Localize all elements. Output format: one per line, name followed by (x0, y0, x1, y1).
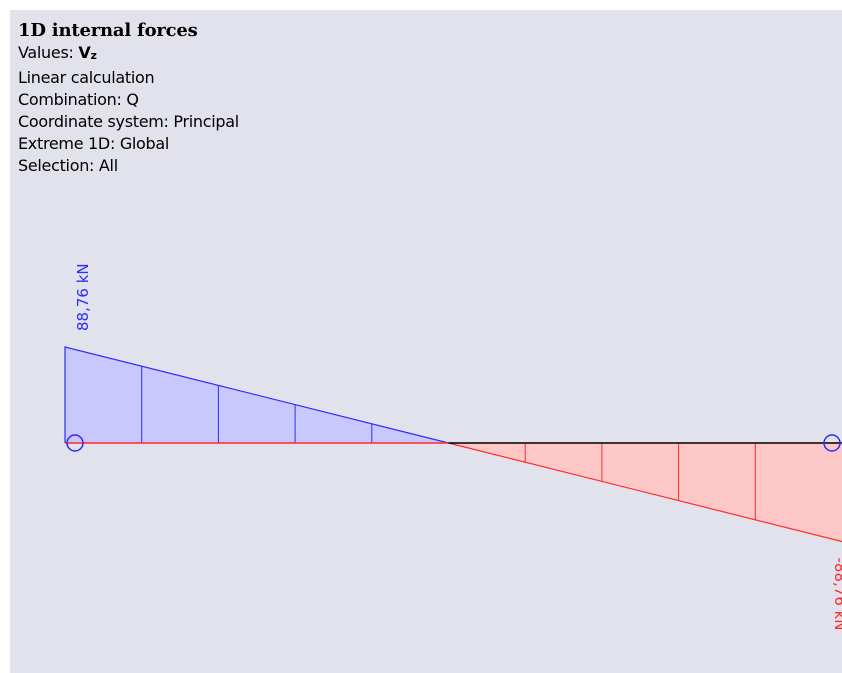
extreme-line: Extreme 1D: Global (18, 134, 170, 153)
drawing-viewport[interactable]: 1D internal forces Values: Vz Linear cal… (10, 10, 842, 673)
values-line: Values: Vz (18, 42, 239, 67)
coordinate-system-line: Coordinate system: Principal (18, 112, 239, 131)
negative-shear-region (448, 442, 842, 543)
values-prefix: Values: (18, 43, 79, 62)
right-value-label: -88,76 kN (831, 558, 842, 631)
results-info-panel: 1D internal forces Values: Vz Linear cal… (18, 20, 239, 177)
combination-line: Combination: Q (18, 90, 139, 109)
results-title: 1D internal forces (18, 20, 198, 41)
supports (66, 434, 841, 452)
left-value-label: 88,76 kN (74, 263, 92, 331)
values-symbol: Vz (78, 43, 97, 62)
negative-outline (448, 442, 842, 543)
positive-outline (64, 346, 449, 444)
selection-line: Selection: All (18, 156, 118, 175)
support-right-icon (823, 434, 841, 452)
support-left-icon (66, 434, 84, 452)
shear-force-diagram: 88,76 kN -88,76 kN (64, 263, 842, 631)
diagram-hatch-lines (141, 366, 756, 520)
positive-shear-region (64, 346, 449, 444)
calculation-type: Linear calculation (18, 68, 155, 87)
